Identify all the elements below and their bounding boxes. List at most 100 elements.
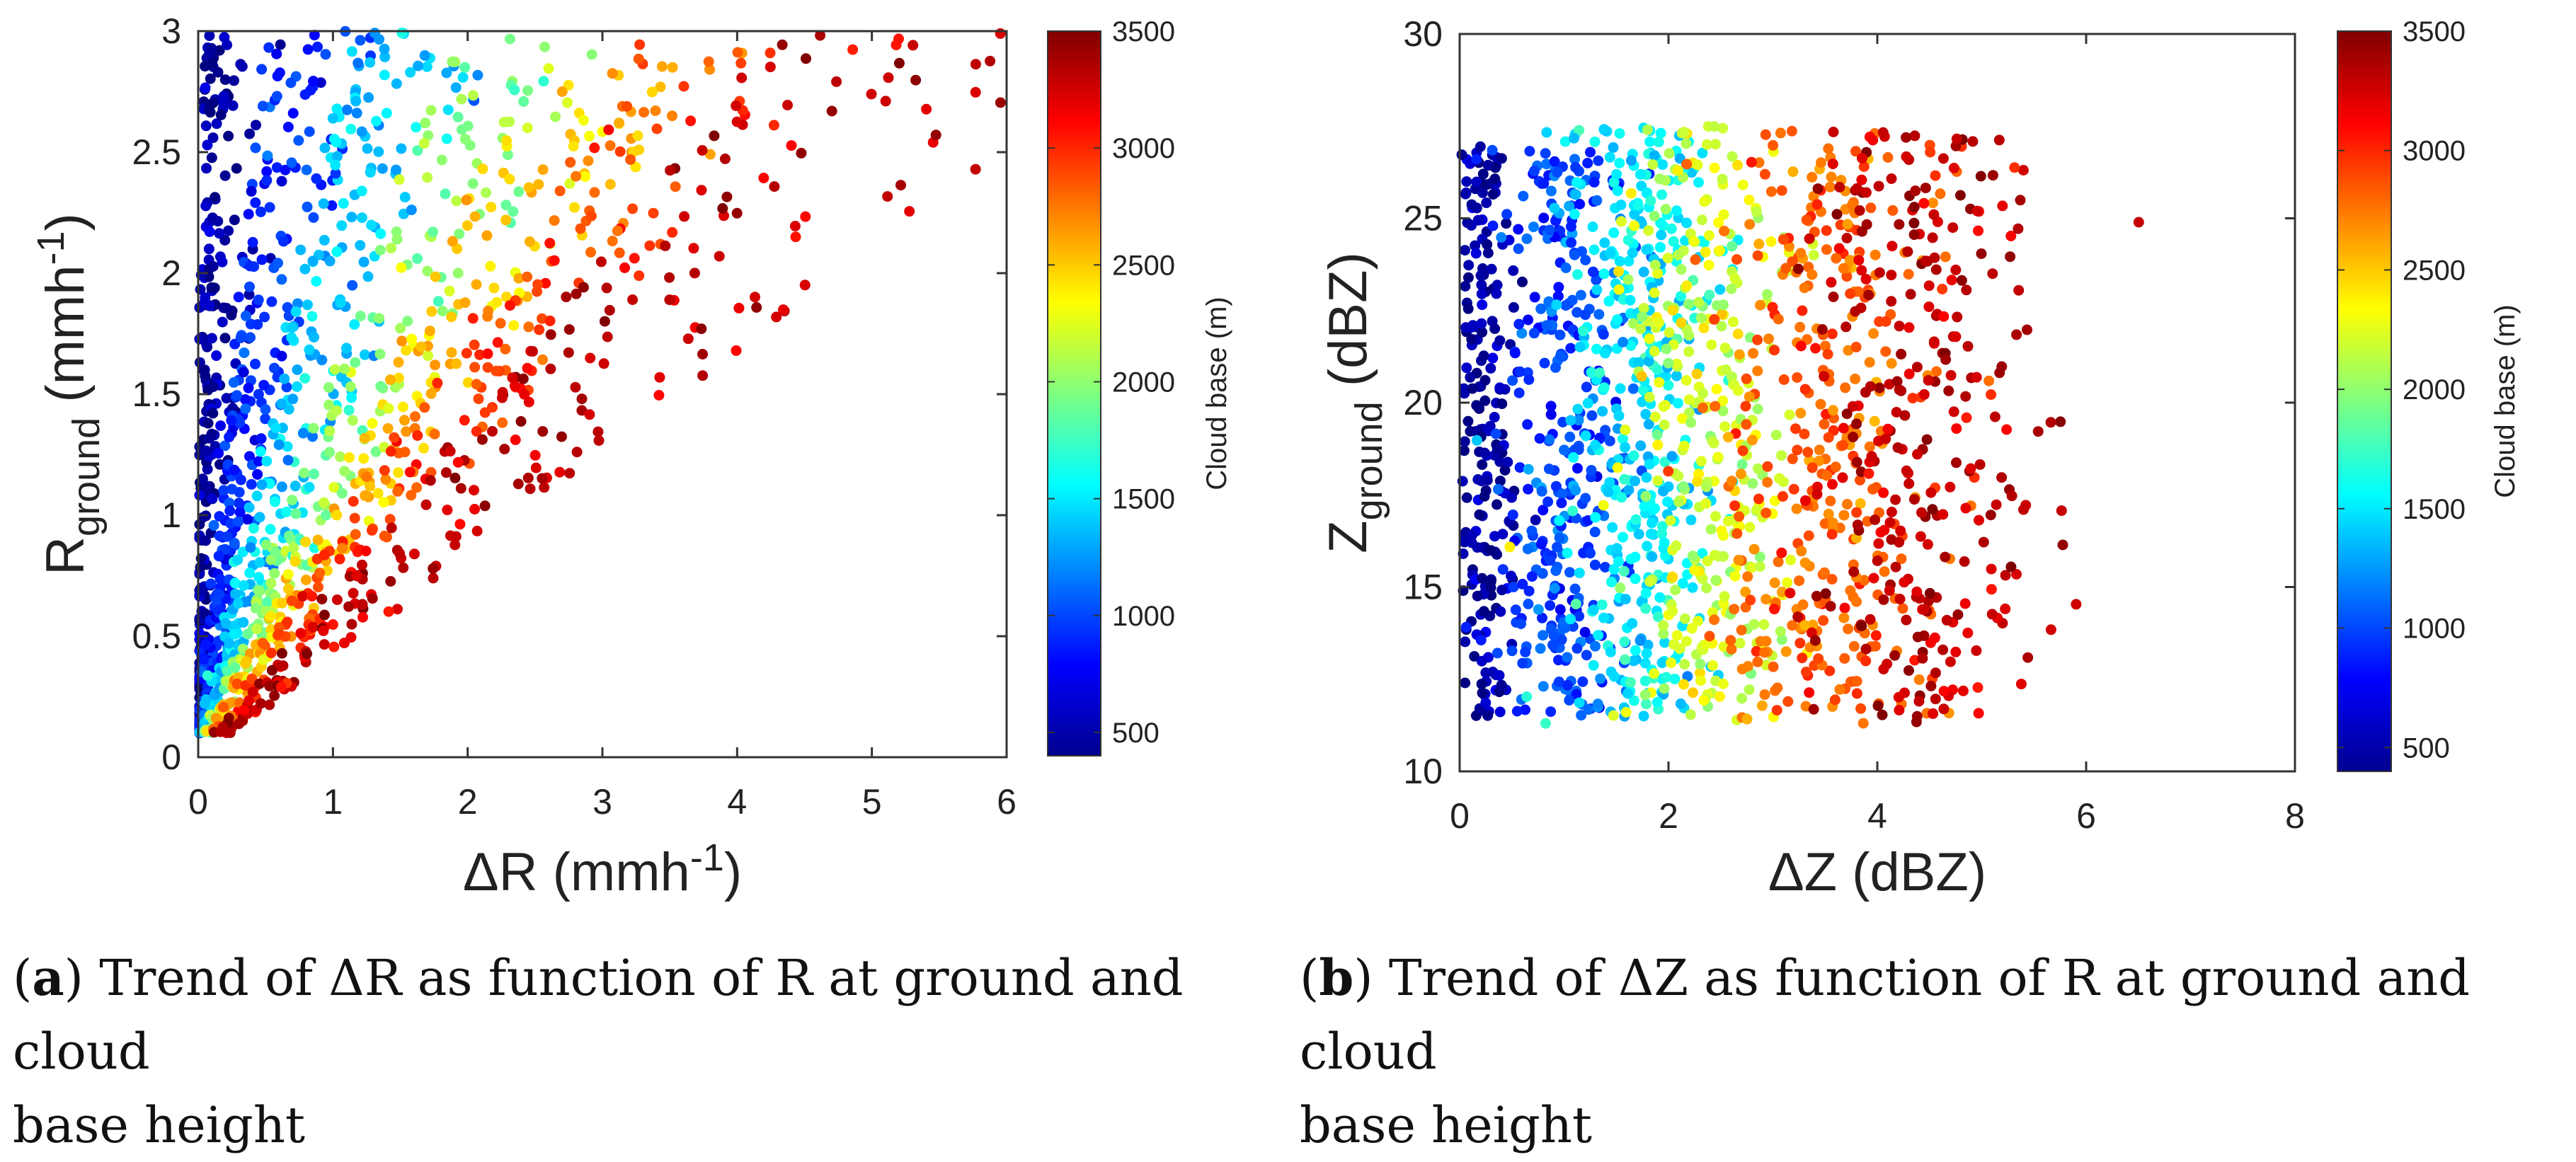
scatter-point xyxy=(2032,426,2044,437)
scatter-point xyxy=(778,304,789,316)
scatter-point xyxy=(399,192,411,203)
scatter-point xyxy=(363,92,374,103)
scatter-point xyxy=(320,49,331,60)
scatter-point xyxy=(1673,471,1684,482)
scatter-point xyxy=(391,234,403,245)
scatter-point xyxy=(459,297,471,309)
scatter-point xyxy=(293,135,304,146)
scatter-point xyxy=(1908,202,1920,213)
scatter-point xyxy=(1911,711,1923,722)
scatter-point xyxy=(1590,640,1601,652)
scatter-point xyxy=(1644,391,1655,403)
scatter-point xyxy=(383,606,394,617)
scatter-point xyxy=(530,462,542,473)
scatter-point xyxy=(1825,601,1836,612)
scatter-point xyxy=(1656,229,1667,241)
colorbar-tick-label: 3500 xyxy=(1112,16,1175,47)
scatter-point xyxy=(504,33,515,45)
scatter-point xyxy=(789,221,801,231)
scatter-point xyxy=(2005,231,2017,241)
scatter-point xyxy=(282,454,294,466)
scatter-point xyxy=(1622,234,1634,246)
scatter-point xyxy=(1841,408,1853,420)
scatter-point xyxy=(1956,275,1967,286)
scatter-point xyxy=(667,110,677,122)
scatter-point xyxy=(331,594,343,605)
scatter-point xyxy=(1485,576,1496,587)
x-tick-label: 2 xyxy=(1659,796,1678,836)
scatter-point xyxy=(232,554,244,565)
scatter-point xyxy=(1477,573,1488,584)
scatter-point xyxy=(1950,264,1962,275)
scatter-point xyxy=(452,268,464,279)
scatter-point xyxy=(1985,510,1996,521)
scatter-point xyxy=(513,186,525,197)
scatter-point xyxy=(1993,134,2005,146)
scatter-point xyxy=(1589,439,1601,451)
scatter-point xyxy=(1677,577,1688,589)
scatter-point xyxy=(1808,250,1819,260)
scatter-point xyxy=(1910,185,1921,197)
scatter-point xyxy=(292,381,303,392)
scatter-point xyxy=(1819,371,1830,382)
scatter-point xyxy=(758,173,769,183)
scatter-point xyxy=(545,329,556,340)
scatter-point xyxy=(1791,503,1802,514)
scatter-point xyxy=(343,452,355,463)
scatter-point xyxy=(2071,599,2082,610)
scatter-point xyxy=(286,157,297,168)
scatter-point xyxy=(1928,336,1940,347)
scatter-point xyxy=(1632,200,1644,211)
scatter-point xyxy=(1471,400,1482,411)
scatter-point xyxy=(1959,598,1971,609)
scatter-point xyxy=(561,292,572,303)
scatter-point xyxy=(1628,655,1639,667)
scatter-point xyxy=(266,296,277,307)
scatter-point xyxy=(1935,188,1946,200)
scatter-point xyxy=(1591,343,1602,355)
scatter-point xyxy=(1710,139,1721,150)
scatter-point xyxy=(1497,564,1509,575)
scatter-point xyxy=(261,175,273,186)
scatter-point xyxy=(1872,556,1883,566)
scatter-point xyxy=(1820,340,1831,352)
scatter-point xyxy=(469,211,481,222)
scatter-point xyxy=(228,377,239,388)
scatter-point xyxy=(1848,640,1860,652)
scatter-point xyxy=(1794,575,1805,587)
scatter-point xyxy=(252,319,263,330)
scatter-point xyxy=(1930,170,1941,181)
scatter-point xyxy=(301,164,312,176)
scatter-point xyxy=(256,479,268,490)
scatter-point xyxy=(374,34,384,45)
scatter-point xyxy=(1659,419,1670,430)
scatter-point xyxy=(1930,667,1941,679)
scatter-point xyxy=(425,105,437,116)
scatter-point xyxy=(307,431,318,442)
scatter-point xyxy=(482,362,493,373)
caption-a: (a) Trend of ΔR as function of R at grou… xyxy=(13,948,1184,1154)
scatter-point xyxy=(229,577,241,589)
scatter-point xyxy=(1917,652,1928,664)
scatter-point xyxy=(485,260,496,272)
scatter-point xyxy=(425,475,436,486)
scatter-point xyxy=(255,206,266,217)
scatter-point xyxy=(277,597,287,609)
scatter-point xyxy=(1686,623,1698,634)
scatter-point xyxy=(442,505,453,516)
scatter-point xyxy=(1793,263,1804,275)
scatter-point xyxy=(373,146,384,157)
scatter-point xyxy=(719,154,731,164)
scatter-point xyxy=(1463,260,1475,271)
scatter-point xyxy=(1912,631,1923,643)
scatter-point xyxy=(257,100,268,112)
scatter-point xyxy=(1845,288,1856,299)
scatter-point xyxy=(1643,419,1654,430)
scatter-point xyxy=(1945,369,1957,381)
colorbar-tick-label: 2500 xyxy=(1112,250,1175,281)
scatter-point xyxy=(704,149,716,160)
scatter-point xyxy=(1460,636,1471,648)
scatter-point xyxy=(1476,655,1487,667)
scatter-point xyxy=(223,130,234,142)
scatter-point xyxy=(372,488,384,499)
